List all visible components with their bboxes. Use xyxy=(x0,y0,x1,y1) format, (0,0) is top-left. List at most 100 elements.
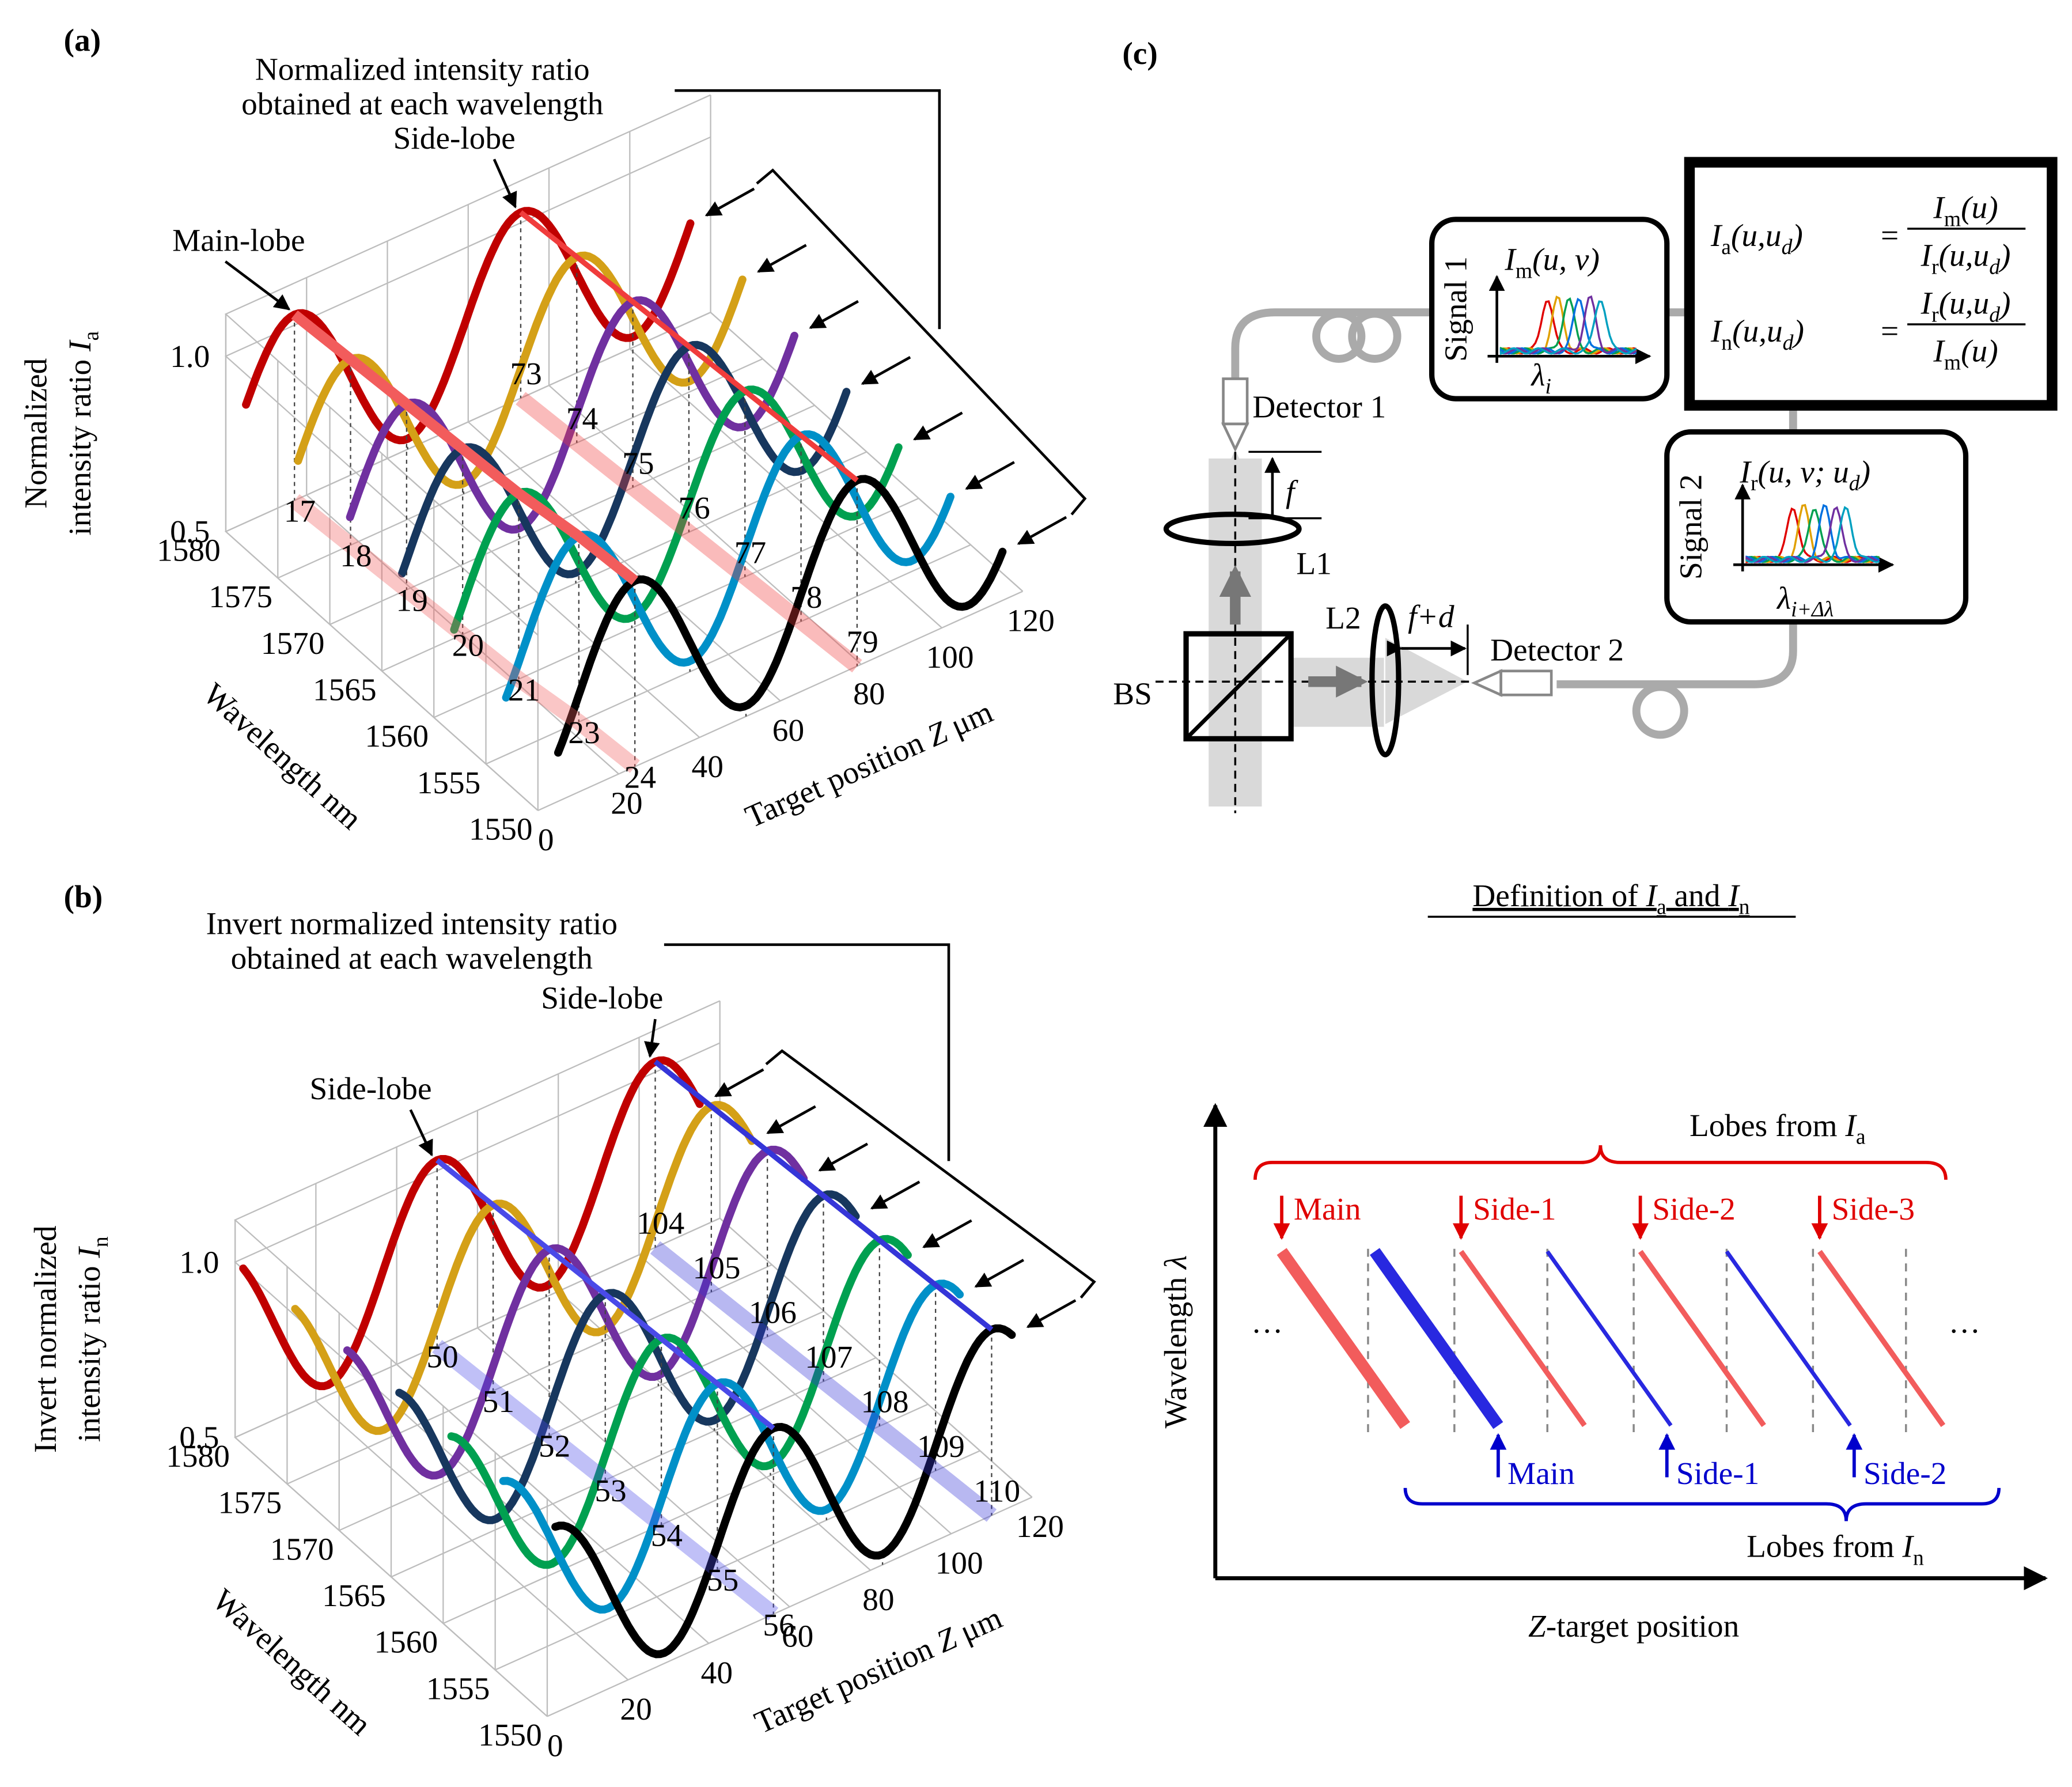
lobe-position: 73 xyxy=(510,356,542,391)
text-part: ) xyxy=(1790,218,1802,253)
text-part: I xyxy=(1844,1108,1857,1143)
grid-line xyxy=(339,1311,824,1531)
grid-line xyxy=(277,358,763,579)
lens xyxy=(1163,512,1302,547)
grid-line xyxy=(442,1403,929,1625)
lobe-position: 53 xyxy=(594,1473,626,1508)
wavelength-tick-label: 1565 xyxy=(313,672,377,707)
z-tick-label: 40 xyxy=(701,1655,733,1690)
z-tick-label: 0 xyxy=(547,1728,563,1763)
lobe-position: 108 xyxy=(861,1384,909,1419)
label: Detector 2 xyxy=(1490,632,1624,667)
text-part: (u,u xyxy=(1939,286,1990,321)
text-part: ) xyxy=(1791,313,1804,349)
text-part: I xyxy=(1933,334,1945,369)
bracket xyxy=(756,168,1087,516)
annotation: Main-lobe xyxy=(172,222,305,258)
grid-line xyxy=(537,590,1023,811)
z-tick-label: 120 xyxy=(1007,603,1055,638)
lobe-position: 17 xyxy=(284,494,316,529)
arrow xyxy=(818,1142,869,1172)
arrow xyxy=(809,300,859,330)
text-part: I xyxy=(1728,878,1740,913)
text-part: λ xyxy=(1158,1255,1193,1270)
equation-box xyxy=(1684,157,2058,411)
grid-line xyxy=(234,1000,721,1500)
text-part: a xyxy=(1721,235,1731,259)
lobe-position: 75 xyxy=(622,445,654,480)
group-bracket xyxy=(1403,1487,2001,1521)
text-part: n xyxy=(89,1236,113,1247)
bracket-connector xyxy=(675,89,941,330)
grid-line xyxy=(224,136,711,636)
text-part: I xyxy=(1710,313,1723,349)
lobe-position: 79 xyxy=(846,624,878,659)
arrow xyxy=(1026,1299,1077,1328)
lobe-position: 51 xyxy=(483,1384,514,1419)
panel-title: obtained at each wavelength xyxy=(241,86,603,122)
text-part: d xyxy=(1849,471,1860,495)
arrow xyxy=(704,187,755,217)
text-part: λ xyxy=(1531,357,1546,392)
lobe-name: Side-2 xyxy=(1863,1456,1946,1491)
arrow xyxy=(757,244,807,273)
rich-text: Ir(u, v; ud) xyxy=(1740,454,1870,495)
grid-line xyxy=(710,312,1024,592)
lobe-line xyxy=(1817,1250,1946,1428)
y-axis-label: Normalized xyxy=(18,358,54,509)
z-tick-label: 20 xyxy=(620,1691,651,1727)
text-part: Definition of xyxy=(1472,878,1646,913)
z-tick-label: 60 xyxy=(782,1618,813,1653)
text-part: i+Δλ xyxy=(1791,597,1834,622)
inset-spectrum xyxy=(1745,509,1880,563)
z-tick-label: 60 xyxy=(772,713,804,748)
lobe-position: 78 xyxy=(790,580,822,615)
lobe-name: Main xyxy=(1294,1191,1361,1226)
label: BS xyxy=(1113,676,1152,711)
lobe-shadow xyxy=(432,1339,779,1621)
lobe-position: 74 xyxy=(566,401,598,436)
text-part: I xyxy=(71,1246,107,1259)
wavelength-tick-label: 1580 xyxy=(157,532,221,567)
fiber-loop xyxy=(1632,683,1688,739)
ellipsis: … xyxy=(1949,1304,1980,1339)
wavelength-tick-label: 1570 xyxy=(270,1531,334,1566)
lobe-line xyxy=(291,310,638,585)
text-part: a xyxy=(1657,895,1666,919)
lobe-line xyxy=(1546,1250,1673,1427)
lobe-position: 110 xyxy=(974,1474,1020,1509)
panel-title: obtained at each wavelength xyxy=(231,940,593,975)
lobe-position: 23 xyxy=(568,715,600,750)
lobe-shadow xyxy=(650,1241,997,1522)
grid-line xyxy=(486,544,971,765)
text-part: intensity ratio xyxy=(71,1258,107,1443)
panel-title: Normalized intensity ratio xyxy=(255,52,590,87)
rich-text: Ir(u,ud) xyxy=(1921,286,2011,327)
lobe-position: 105 xyxy=(693,1250,741,1285)
lobe-position: 21 xyxy=(508,672,540,707)
text-part: Lobes from xyxy=(1747,1529,1902,1564)
wavelength-tick-label: 1550 xyxy=(469,812,533,847)
lens xyxy=(1369,603,1401,758)
z-tick-label: 0 xyxy=(538,822,554,857)
arrow xyxy=(913,411,963,441)
fiber xyxy=(1231,308,1797,688)
text-part: Target position xyxy=(740,721,936,834)
lobe-position: 50 xyxy=(426,1339,458,1375)
lobe-position: 104 xyxy=(637,1206,684,1241)
y-tick-label: 1.0 xyxy=(170,339,210,374)
y-tick-label: 0.5 xyxy=(170,514,210,549)
grid-line xyxy=(234,1042,721,1542)
rich-text: Im(u) xyxy=(1933,334,1998,375)
detector-tip xyxy=(1471,669,1502,697)
lobe-position: 52 xyxy=(539,1429,570,1464)
curve xyxy=(551,1324,1016,1659)
text-part: λ xyxy=(1776,580,1791,615)
lobe-line xyxy=(653,1059,994,1332)
lobe-position: 19 xyxy=(396,583,427,618)
y-axis-label: Invert normalized xyxy=(28,1225,63,1453)
group-bracket xyxy=(1253,1145,1948,1180)
text-part: m xyxy=(1516,259,1532,283)
text-part: (u,u xyxy=(1731,218,1782,253)
z-tick-label: 100 xyxy=(935,1546,983,1581)
